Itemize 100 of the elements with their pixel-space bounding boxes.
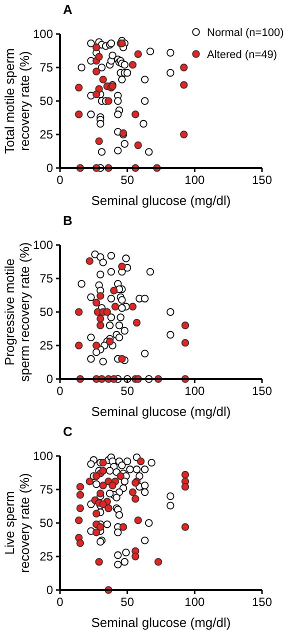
point [87,40,95,48]
y-axis-title: Total motile sperm recovery rate (%) [2,48,32,154]
point [140,466,149,474]
point [114,110,122,118]
point [86,257,94,265]
point [107,294,116,302]
point [123,69,132,77]
point [76,482,84,491]
point [128,60,137,69]
point [145,148,153,156]
point [76,491,84,499]
y-tick-label: 75 [40,272,54,286]
point [181,482,190,491]
x-tick-label: 100 [184,384,205,398]
point [166,69,174,77]
point [111,302,120,310]
point [107,268,116,276]
point [118,462,126,470]
x-axis-title: Seminal glucose (mg/dl) [91,404,231,419]
point [132,318,141,327]
point [92,348,100,356]
point [103,520,111,528]
point [108,52,116,60]
point [132,110,140,118]
point [104,97,112,105]
point [99,482,107,490]
y-tick-label: 50 [40,305,54,319]
y-tick-label: 0 [46,372,54,386]
point [180,81,188,89]
point [181,322,190,330]
point [86,478,94,486]
point [122,254,130,262]
point [180,130,188,138]
y-tick-label: 100 [32,238,54,252]
point [92,528,100,536]
point [99,466,107,475]
y-tick-label: 0 [46,583,54,597]
y-tick-label: 50 [40,516,54,530]
y-tick-label: 25 [40,550,54,564]
point [92,480,100,488]
point [106,490,114,498]
point [126,466,134,474]
point [99,500,107,508]
y-tick-label: 0 [46,161,54,175]
point [76,504,84,512]
point [134,141,142,150]
point [115,511,124,519]
y-tick-label: 75 [40,482,54,496]
x-axis-title: Seminal glucose (mg/dl) [91,193,231,208]
point [99,358,107,366]
point [120,140,128,148]
y-tick-label: 100 [32,449,54,463]
point [98,148,106,156]
point [140,482,149,490]
y-tick-label: 25 [40,338,54,352]
point [122,548,130,556]
point [75,84,83,92]
legend-label: Normal (n=100) [207,27,284,39]
point [114,528,122,536]
point [110,286,118,294]
point [166,48,174,57]
point [87,293,95,302]
y-tick-label: 75 [40,60,54,74]
x-tick-label: 100 [184,595,205,609]
point [87,110,95,118]
point [180,64,188,72]
point [148,458,156,467]
point [112,494,120,502]
point [166,308,174,316]
point [96,120,104,128]
y-axis-title: Live sperm recovery rate (%) [2,473,32,573]
legend-label: Altered (n=49) [207,49,278,61]
point [136,458,145,466]
point [114,97,122,105]
x-tick-label: 50 [120,595,134,609]
point [114,560,122,568]
chart-title: B [63,213,72,228]
point [166,330,174,339]
point [119,523,128,531]
y-axis-title: Progressive motile sperm recovery rate (%) [2,242,32,382]
point [92,90,100,98]
point [166,502,174,510]
point [140,536,149,544]
point [118,304,126,312]
point [87,460,95,468]
x-tick-label: 150 [252,595,272,609]
point [114,146,122,154]
x-tick-label: 50 [120,173,134,187]
point [95,558,103,566]
point [123,458,132,466]
point [75,308,83,316]
point [145,519,153,527]
point [98,64,106,72]
point [140,488,149,496]
point [115,334,124,342]
point [140,97,149,105]
point [146,48,154,56]
x-tick-label: 100 [184,173,205,187]
x-tick-label: 50 [120,384,134,398]
point [181,523,190,531]
